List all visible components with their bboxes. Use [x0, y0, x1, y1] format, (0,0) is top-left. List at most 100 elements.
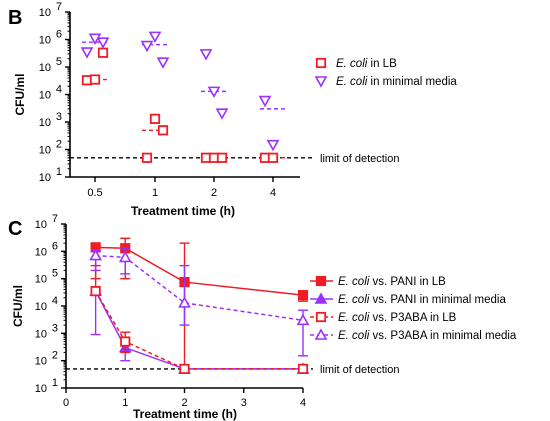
- panel-b-y-tick-exponent: 1: [56, 166, 62, 178]
- panel-b-y-tick-exponent: 5: [56, 56, 62, 68]
- panel-b-legend-italic: E. coli: [336, 58, 368, 70]
- panel-c-legend-marker: [314, 328, 328, 340]
- panel-b-data-point: [199, 49, 213, 61]
- panel-c-legend-text: vs. P3ABA in minimal media: [369, 330, 517, 342]
- panel-b-data-point: [97, 47, 109, 58]
- panel-c-y-tick-label: 10: [35, 383, 47, 395]
- panel-b-y-tick-exponent: 3: [56, 111, 62, 123]
- panel-b-legend-text: in LB: [367, 58, 397, 70]
- panel-b-x-tick-label: 2: [211, 187, 217, 199]
- panel-c-legend-text: vs. PANI in minimal media: [369, 294, 506, 306]
- panel-b-data-point: [215, 108, 229, 120]
- panel-c-legend-label: E. coli vs. PANI in minimal media: [338, 294, 506, 306]
- panel-c-series-line: [94, 290, 303, 370]
- panel-c-legend-italic: E. coli: [338, 276, 370, 288]
- panel-b-legend-italic: E. coli: [336, 76, 368, 88]
- panel-b-data-point: [96, 37, 110, 49]
- panel-c-data-point: [296, 313, 310, 326]
- panel-b-data-point: [216, 152, 228, 163]
- panel-b-legend-label: E. coli in minimal media: [336, 76, 457, 88]
- panel-b-x-tick-label: 4: [270, 187, 276, 199]
- panel-c-y-tick-exponent: 4: [52, 295, 58, 307]
- panel-c-legend-marker: [314, 292, 328, 304]
- panel-b-data-point: [157, 125, 169, 136]
- panel-c-series-line: [94, 290, 303, 370]
- panel-c-data-point: [118, 250, 132, 263]
- panel-c-y-tick-label: 10: [35, 328, 47, 340]
- panel-b-y-tick-label: 10: [39, 90, 51, 102]
- panel-b-data-point: [141, 152, 153, 163]
- panel-c-data-point: [178, 296, 191, 308]
- panel-b-data-point: [89, 74, 101, 85]
- panel-b-y-tick-label: 10: [39, 35, 51, 47]
- panel-b-data-point: [80, 47, 94, 59]
- panel-b-limit-label: limit of detection: [320, 153, 399, 165]
- panel-c-x-tick-label: 2: [181, 397, 187, 409]
- panel-c-x-tick-label: 4: [300, 397, 306, 409]
- panel-c-x-tick-label: 3: [241, 397, 247, 409]
- panel-b-y-tick-label: 10: [39, 145, 51, 157]
- panel-c-data-point: [120, 336, 131, 347]
- panel-c-data-point: [297, 363, 309, 374]
- panel-c-x-tick-label: 1: [122, 397, 128, 409]
- panel-c-legend-label: E. coli vs. P3ABA in LB: [338, 312, 457, 324]
- panel-b-y-tick-label: 10: [39, 7, 51, 19]
- panel-b-y-tick-label: 10: [39, 62, 51, 74]
- panel-c-y-tick-label: 10: [35, 274, 47, 286]
- panel-b-data-point: [140, 40, 154, 53]
- panel-b-chart: B CFU/ml 10 1 10 2 10 3 10 4 10 5 10 6 10 7 0.5 1 2 4 Treatm…: [8, 1, 457, 218]
- panel-b-data-point: [207, 86, 221, 99]
- panel-c-y-axis-title: CFU/ml: [11, 285, 25, 327]
- panel-b-y-tick-label: 10: [39, 172, 51, 184]
- panel-b-x-tick-label: 0.5: [87, 187, 102, 199]
- panel-b-legend-text: in minimal media: [367, 76, 457, 88]
- panel-b-legend-marker: [314, 76, 328, 88]
- panel-b-y-tick-exponent: 6: [56, 29, 62, 41]
- panel-c-legend-italic: E. coli: [338, 312, 370, 324]
- panel-c-series-line: [95, 254, 304, 322]
- panel-c-data-point: [89, 248, 102, 261]
- panel-b-data-point: [156, 57, 170, 69]
- panel-b-y-tick-exponent: 4: [56, 84, 62, 96]
- panel-c-y-tick-exponent: 2: [52, 350, 58, 362]
- panel-c-legend-label: E. coli vs. PANI in LB: [338, 276, 446, 288]
- panel-c-series-line: [95, 246, 304, 296]
- panel-b-x-axis-title: Treatment time (h): [131, 204, 235, 218]
- panel-b-y-axis-title: CFU/ml: [13, 74, 27, 116]
- panel-b-y-tick-exponent: 7: [56, 1, 62, 13]
- panel-b-x-tick-label: 1: [152, 187, 158, 199]
- panel-c-legend-label: E. coli vs. P3ABA in minimal media: [338, 330, 517, 342]
- panel-b-y-tick-label: 10: [39, 117, 51, 129]
- panel-c-x-tick-label: 0: [63, 397, 69, 409]
- panel-b-data-point: [149, 113, 161, 124]
- panel-c-data-point: [179, 363, 190, 374]
- panel-c-y-tick-label: 10: [35, 246, 47, 258]
- panel-c-y-tick-exponent: 5: [52, 268, 58, 280]
- panel-c-y-tick-exponent: 3: [52, 322, 58, 334]
- panel-b-y-tick-exponent: 2: [56, 139, 62, 151]
- panel-c-y-tick-exponent: 6: [52, 240, 58, 252]
- panel-c-y-tick-label: 10: [35, 301, 47, 313]
- panel-c-legend-italic: E. coli: [338, 330, 370, 342]
- panel-c-legend-marker: [315, 311, 327, 323]
- panel-c-y-tick-exponent: 7: [52, 213, 58, 225]
- panel-b-letter: B: [8, 7, 22, 29]
- panel-c-legend-italic: E. coli: [338, 294, 370, 306]
- panel-c-legend-marker: [315, 275, 327, 287]
- panel-c-y-tick-label: 10: [35, 356, 47, 368]
- panel-b-data-point: [148, 31, 162, 44]
- panel-c-y-tick-label: 10: [35, 219, 47, 231]
- panel-c-legend-text: vs. PANI in LB: [369, 276, 446, 288]
- panel-b-data-point: [267, 152, 279, 163]
- panel-b-legend-marker: [315, 57, 327, 69]
- panel-b-data-point: [266, 139, 280, 152]
- panel-c-y-tick-exponent: 1: [52, 377, 58, 389]
- panel-c-x-axis-title: Treatment time (h): [133, 407, 237, 421]
- panel-c-letter: C: [8, 218, 22, 240]
- panel-b-legend-label: E. coli in LB: [336, 58, 397, 70]
- panel-c-limit-label: limit of detection: [320, 364, 399, 376]
- panel-c-data-point: [297, 290, 309, 301]
- panel-c-data-point: [90, 286, 101, 297]
